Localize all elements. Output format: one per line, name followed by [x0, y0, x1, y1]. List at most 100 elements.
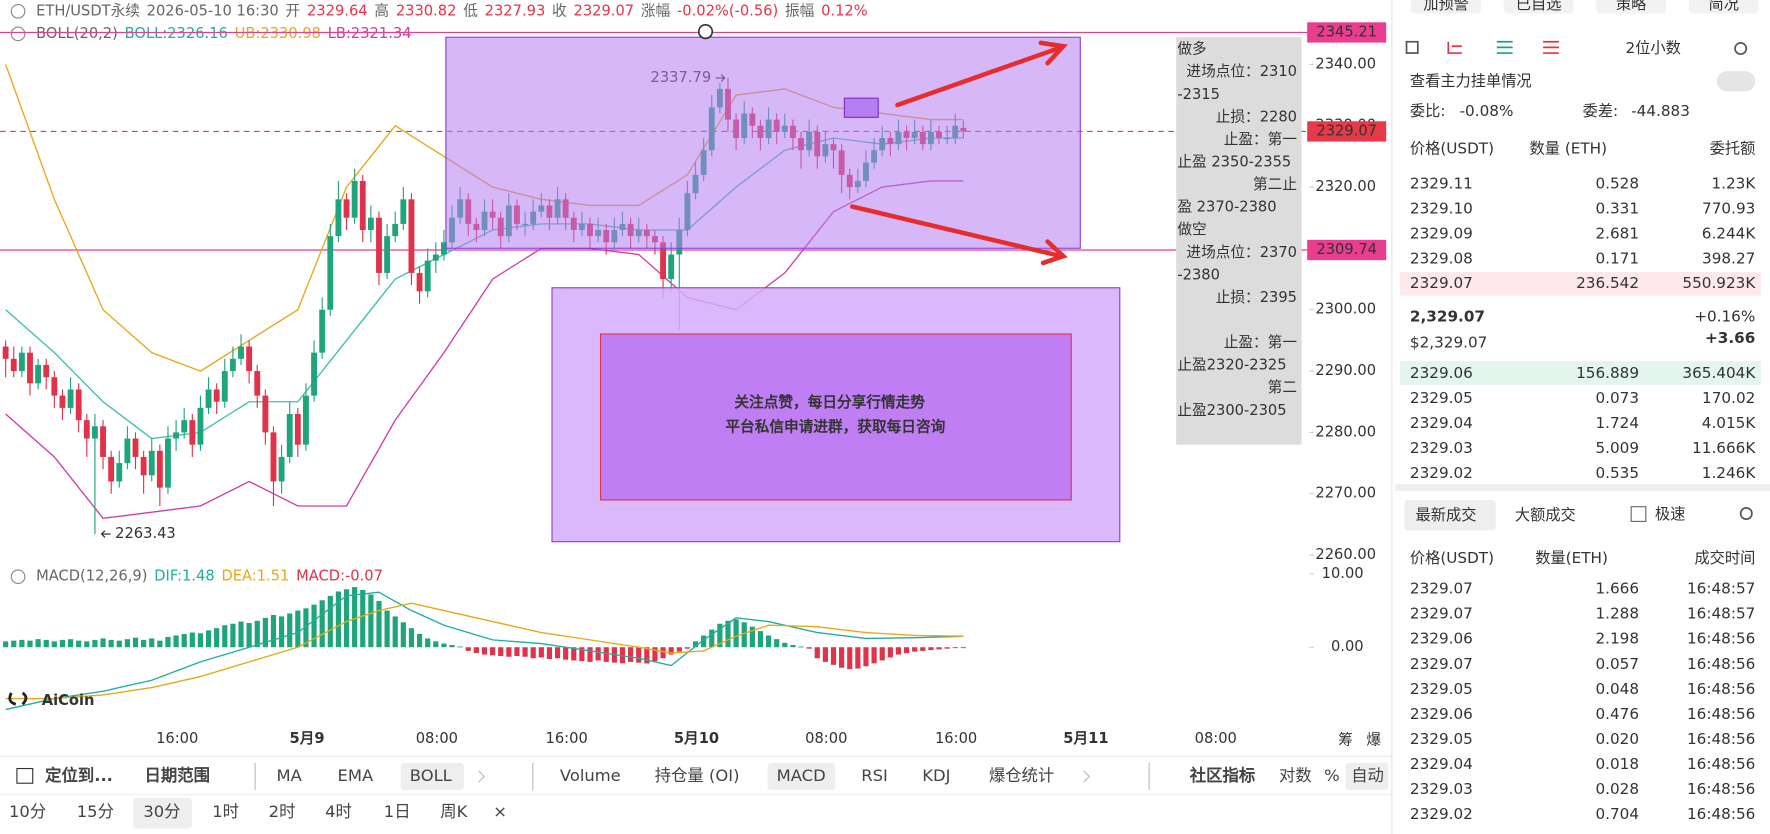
- icon[interactable]: [1496, 40, 1513, 54]
- legend-item: 2329.07: [573, 2, 634, 19]
- macd-bar: [733, 619, 739, 648]
- active-bg: [767, 762, 836, 790]
- toolbar-item[interactable]: 1日: [384, 802, 411, 821]
- candle-body: [221, 371, 228, 402]
- macd-bar: [246, 623, 252, 648]
- icon[interactable]: [1405, 40, 1419, 54]
- toolbar-item[interactable]: 持仓量 (OI): [655, 766, 740, 785]
- toolbar-item[interactable]: 30分: [143, 802, 180, 821]
- active-bg: [133, 797, 192, 829]
- book-cell: 2329.06: [1410, 364, 1473, 382]
- locate-icon[interactable]: [16, 767, 34, 784]
- trade-cell: 2329.06: [1410, 705, 1473, 723]
- plan-text: 止盈2320-2325: [1177, 357, 1286, 374]
- anchor-handle[interactable]: [697, 23, 714, 40]
- book-cell: 2329.04: [1410, 414, 1473, 432]
- legend-item: 2327.93: [485, 2, 546, 19]
- toggle[interactable]: [1716, 71, 1756, 92]
- toolbar-item[interactable]: BOLL: [410, 766, 453, 785]
- top-button[interactable]: [1688, 0, 1759, 14]
- legend-toggle[interactable]: [10, 569, 26, 585]
- change-pct: +0.16%: [1694, 308, 1755, 326]
- macd-bar: [847, 647, 853, 670]
- macd-bar: [903, 647, 910, 654]
- x-tick-label: 5月10: [674, 730, 719, 747]
- toolbar-item[interactable]: EMA: [338, 766, 374, 785]
- toolbar-item[interactable]: 4时: [325, 802, 352, 821]
- legend-item: MACD(12,26,9): [36, 568, 147, 585]
- checkbox[interactable]: [1630, 506, 1647, 522]
- y-tick-label: 2290.00: [1315, 362, 1376, 379]
- change: +3.66: [1705, 329, 1755, 347]
- macd-bar: [481, 647, 488, 655]
- trade-cell: 16:48:57: [1687, 580, 1755, 598]
- toolbar-item[interactable]: MA: [277, 766, 303, 785]
- toolbar-item[interactable]: 2时: [269, 802, 296, 821]
- toolbar-item[interactable]: 1时: [212, 802, 239, 821]
- toolbar-item[interactable]: 爆仓统计: [989, 766, 1054, 785]
- toolbar-item[interactable]: 社区指标: [1189, 766, 1256, 785]
- toolbar-item[interactable]: RSI: [861, 766, 888, 785]
- candle-body: [100, 426, 106, 457]
- legend-item: LB:2321.34: [328, 25, 412, 42]
- macd-bar: [392, 616, 398, 648]
- precision-select[interactable]: 2位小数: [1626, 39, 1681, 57]
- candle-body: [384, 236, 391, 273]
- toolbar-item[interactable]: 定位到...: [44, 766, 113, 785]
- candle-body: [270, 432, 277, 482]
- trade-cell: 0.020: [1595, 730, 1639, 748]
- icon[interactable]: [1447, 41, 1462, 54]
- icon[interactable]: [1734, 42, 1748, 56]
- axis-side-button[interactable]: 爆: [1366, 731, 1381, 748]
- price-tag: [1307, 22, 1387, 43]
- toolbar-item[interactable]: KDJ: [922, 766, 950, 785]
- macd-bar: [132, 637, 139, 648]
- toolbar-item[interactable]: 日期范围: [144, 766, 209, 785]
- macd-bar: [554, 647, 561, 659]
- axis-side-button[interactable]: 筹: [1338, 731, 1353, 748]
- book-cell: 1.724: [1595, 414, 1639, 432]
- candle-body: [424, 260, 431, 292]
- macd-bar: [149, 638, 155, 648]
- macd-bar: [473, 647, 479, 654]
- toolbar-item[interactable]: MACD: [777, 766, 826, 785]
- macd-bar: [230, 623, 236, 648]
- macd-bar: [587, 647, 593, 662]
- toolbar-item[interactable]: %: [1324, 766, 1340, 785]
- trade-tab[interactable]: 最新成交: [1416, 506, 1477, 524]
- toolbar-item[interactable]: 10分: [9, 802, 46, 821]
- fast-toggle[interactable]: 极速: [1655, 505, 1685, 523]
- toolbar-item[interactable]: 15分: [77, 802, 114, 821]
- macd-bar: [830, 647, 837, 665]
- macd-bar: [571, 647, 577, 661]
- legend-item: 振幅: [785, 2, 814, 19]
- depth-title[interactable]: 查看主力挂单情况: [1410, 72, 1532, 90]
- top-button[interactable]: [1596, 0, 1667, 14]
- top-button[interactable]: [1503, 0, 1574, 14]
- candle-body: [124, 438, 131, 464]
- legend-toggle[interactable]: [10, 26, 26, 42]
- toolbar-item[interactable]: 自动: [1351, 766, 1384, 785]
- column-header: 成交时间: [1694, 549, 1755, 567]
- book-cell: 2329.03: [1410, 439, 1473, 457]
- candle-body: [229, 358, 236, 372]
- toolbar-item[interactable]: 对数: [1279, 766, 1312, 785]
- top-button[interactable]: [1411, 0, 1482, 14]
- macd-bar: [181, 634, 187, 648]
- macd-bar: [35, 639, 41, 648]
- plan-text: 止盈：第一: [1224, 333, 1298, 351]
- toolbar-item[interactable]: 周K: [440, 802, 468, 821]
- tab-bg: [1404, 499, 1496, 531]
- macd-bar: [173, 635, 179, 648]
- book-cell: 170.02: [1702, 389, 1755, 407]
- icon[interactable]: [1543, 40, 1559, 54]
- icon[interactable]: [1739, 507, 1753, 520]
- candle-body: [67, 389, 74, 408]
- macd-bar: [189, 632, 195, 648]
- trade-tab[interactable]: 大额成交: [1515, 506, 1576, 524]
- toolbar-item[interactable]: ×: [493, 802, 507, 821]
- legend-toggle[interactable]: [10, 3, 26, 19]
- macd-bar: [725, 620, 731, 648]
- range-box: [445, 36, 1081, 249]
- toolbar-item[interactable]: Volume: [560, 766, 621, 785]
